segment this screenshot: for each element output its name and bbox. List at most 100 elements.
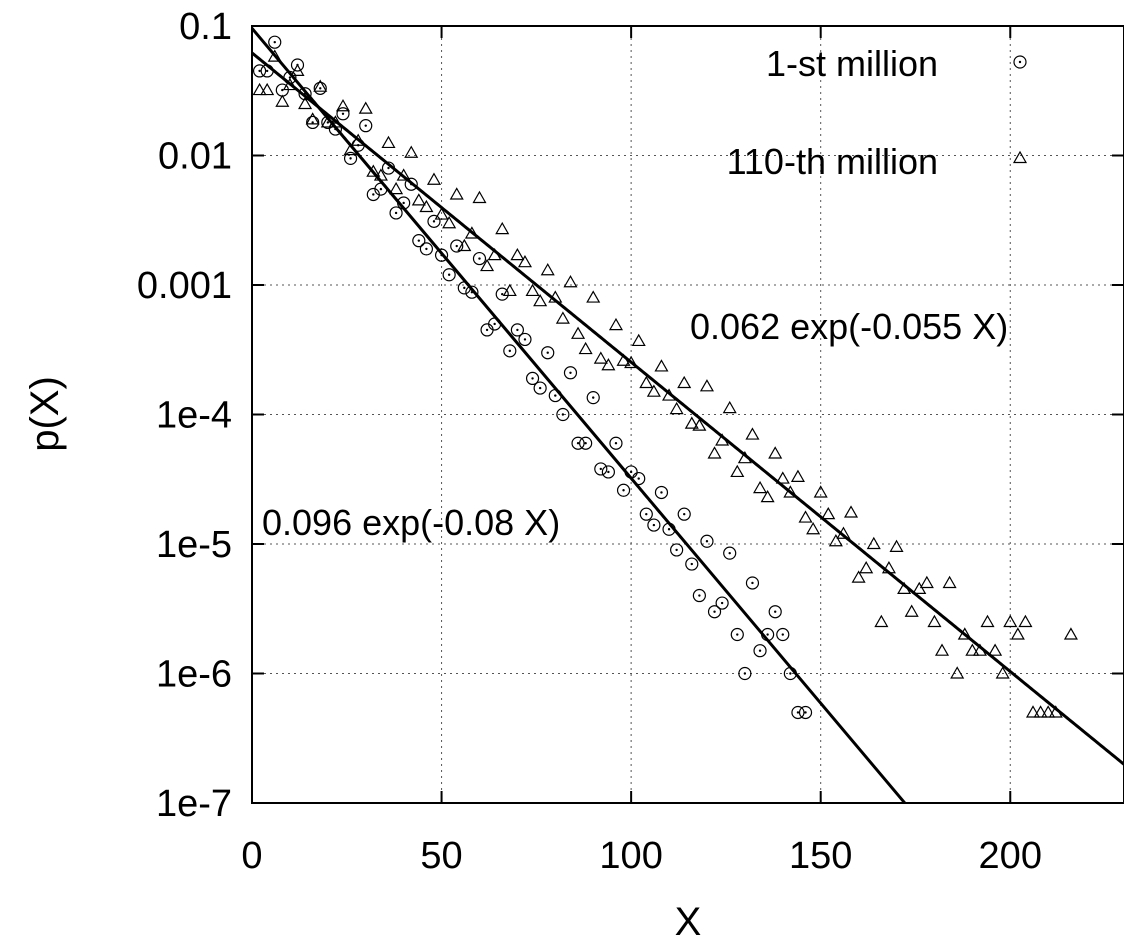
data-point-triangle [1048, 705, 1063, 718]
data-point-triangle [972, 643, 987, 656]
data-point-circle [579, 436, 593, 450]
data-point-triangle [457, 238, 472, 252]
legend-marker-circle [1013, 55, 1027, 69]
data-point-triangle [404, 145, 419, 158]
data-point-circle [624, 465, 638, 479]
data-point-triangle [510, 247, 525, 261]
grid [252, 26, 1124, 803]
y-tick-label: 1e-6 [156, 654, 232, 696]
data-point-triangle [608, 317, 623, 331]
tick-labels: 0 50 100 150 200 0.1 0.01 0.001 1e-4 1e-5 1e-6 1e-7 [137, 6, 1042, 877]
data-point-circle [791, 705, 805, 720]
data-point-triangle [366, 164, 381, 177]
data-point-triangle [775, 471, 790, 484]
data-point-triangle [373, 168, 388, 181]
data-point-triangle [396, 168, 411, 181]
data-point-triangle [715, 433, 730, 446]
data-point-circle [761, 627, 775, 642]
data-point-circle [457, 281, 471, 295]
fit-line-1 [250, 27, 906, 804]
data-point-circle [518, 332, 532, 347]
x-axis-label: X [675, 900, 702, 944]
data-point-circle [616, 483, 631, 497]
data-point-triangle [563, 275, 578, 288]
data-point-triangle [768, 446, 783, 459]
data-point-triangle [692, 418, 707, 431]
data-point-triangle [1041, 705, 1056, 718]
data-point-circle [753, 644, 767, 658]
data-point-triangle [988, 643, 1003, 656]
y-tick-label: 1e-7 [156, 783, 232, 825]
data-point-circle [404, 177, 418, 191]
data-point-triangle [1010, 627, 1025, 640]
data-point-circle [556, 407, 570, 422]
data-point-triangle [351, 133, 366, 146]
x-tick-label: 150 [789, 835, 852, 877]
data-point-triangle [252, 82, 267, 96]
series-2 [252, 49, 1078, 718]
data-point-circle [298, 87, 312, 101]
data-point-triangle [571, 326, 586, 339]
data-point-circle [670, 543, 684, 557]
data-point-triangle [730, 464, 745, 478]
y-axis-label: p(X) [23, 376, 67, 452]
data-point-triangle [760, 489, 775, 503]
data-point-circle [639, 507, 653, 521]
data-point-triangle [540, 263, 555, 276]
data-point-triangle [1018, 614, 1033, 628]
data-point-triangle [950, 666, 965, 679]
legend-label-series-1: 1-st million [766, 43, 938, 84]
data-point-triangle [980, 614, 995, 628]
legend: 1-st million 110-th million [727, 43, 1028, 182]
data-point-triangle [1025, 705, 1041, 718]
data-point-triangle [343, 142, 358, 156]
data-point-triangle [1063, 627, 1078, 640]
data-point-triangle [843, 505, 859, 518]
data-point-triangle [298, 96, 313, 110]
data-point-triangle [912, 581, 927, 595]
data-point-triangle [335, 99, 351, 112]
x-tick-label: 100 [599, 835, 662, 877]
data-point-triangle [593, 351, 608, 364]
data-point-triangle [313, 79, 328, 92]
data-point-triangle [662, 388, 677, 401]
y-tick-label: 0.001 [137, 265, 232, 307]
fit-lines [250, 27, 1124, 804]
data-point-circle [571, 436, 585, 450]
data-point-circle [503, 344, 517, 358]
data-point-circle [632, 471, 646, 486]
data-point-circle [252, 64, 267, 78]
data-point-circle [260, 64, 274, 78]
data-point-circle [647, 518, 661, 532]
data-point-triangle [586, 290, 601, 303]
data-point-triangle [411, 193, 426, 206]
data-point-circle [397, 196, 411, 210]
data-point-circle [328, 122, 343, 136]
data-point-circle [268, 35, 282, 49]
data-point-triangle [328, 115, 343, 128]
data-point-triangle [798, 510, 813, 523]
data-point-circle [700, 534, 714, 548]
data-point-triangle [358, 101, 373, 114]
data-point-triangle [753, 480, 768, 494]
data-point-circle [601, 465, 615, 479]
data-point-triangle [859, 561, 874, 574]
data-point-circle [563, 366, 578, 380]
data-point-triangle [1033, 705, 1048, 718]
data-point-triangle [889, 539, 904, 552]
data-point-triangle [919, 575, 934, 589]
data-point-triangle [684, 416, 699, 429]
data-point-circle [654, 485, 669, 500]
data-point-triangle [851, 570, 866, 583]
data-point-triangle [578, 341, 593, 355]
data-point-circle [450, 239, 464, 253]
data-point-circle [692, 588, 706, 603]
data-point-circle [776, 627, 790, 642]
data-point-circle [510, 323, 524, 337]
data-point-triangle [533, 293, 548, 307]
data-point-circle [381, 161, 396, 175]
data-point-triangle [828, 534, 843, 547]
data-point-triangle [904, 604, 919, 617]
fit-line-2 [251, 51, 1124, 766]
data-points [252, 35, 1078, 720]
